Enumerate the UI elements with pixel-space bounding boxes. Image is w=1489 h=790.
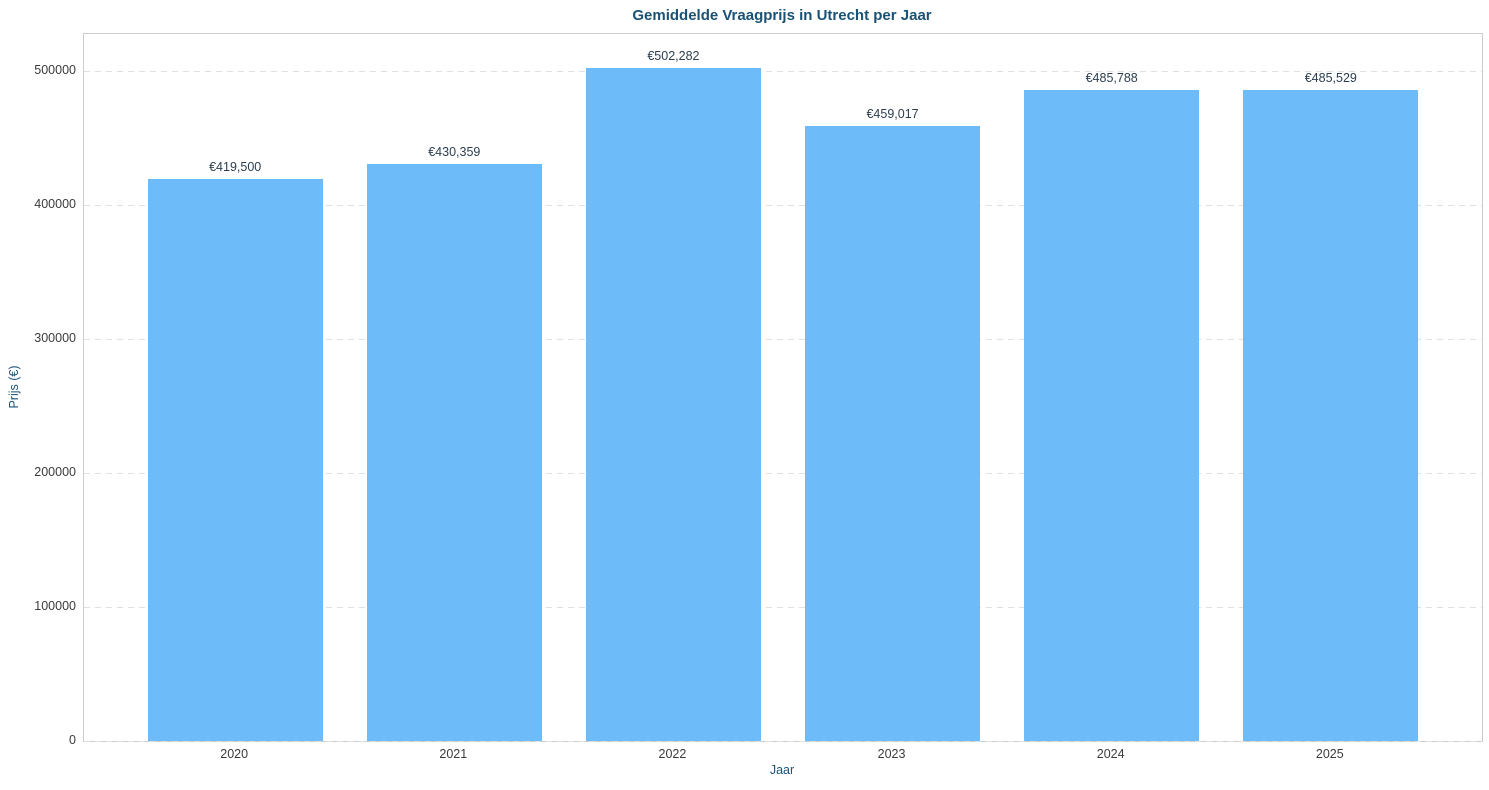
gridline — [84, 338, 1482, 340]
bar-value-label: €430,359 — [428, 145, 481, 160]
gridline — [84, 741, 1482, 742]
bar-2025 — [1243, 90, 1419, 741]
y-tick-label: 500000 — [34, 62, 76, 77]
bar-2020 — [147, 178, 323, 741]
y-tick-label: 0 — [69, 733, 76, 747]
plot-area: €419,500 €430,359 €502,282 €459,017 €485,788… — [83, 33, 1483, 742]
y-tick-label: 200000 — [34, 464, 76, 479]
bar-value-label: €485,529 — [1304, 71, 1357, 86]
x-tick-label: 2024 — [1096, 747, 1125, 761]
bar-2024 — [1024, 89, 1200, 741]
x-tick-label: 2022 — [658, 747, 687, 761]
bar-2021 — [366, 164, 542, 741]
y-axis-label: Prijs (€) — [7, 365, 21, 409]
bar-value-label: €459,017 — [866, 106, 919, 121]
y-tick-label: 100000 — [34, 598, 76, 613]
y-tick-label: 400000 — [34, 196, 76, 211]
bar-value-label: €419,500 — [209, 159, 262, 174]
gridline — [84, 606, 1482, 608]
x-tick-label: 2023 — [877, 747, 906, 761]
x-tick-label: 2021 — [439, 747, 468, 761]
gridline — [84, 70, 1482, 72]
x-tick-label: 2025 — [1315, 747, 1344, 761]
bar-2023 — [804, 125, 981, 741]
bar-value-label: €485,788 — [1085, 70, 1138, 85]
bar-value-label: €502,282 — [647, 48, 700, 63]
bar-2022 — [585, 67, 762, 741]
gridline — [84, 472, 1482, 474]
gridline — [84, 204, 1482, 206]
x-tick-label: 2020 — [220, 747, 249, 761]
x-axis-label: Jaar — [769, 763, 795, 777]
y-tick-label: 300000 — [34, 330, 76, 345]
chart-title: Gemiddelde Vraagprijs in Utrecht per Jaa… — [632, 7, 932, 24]
